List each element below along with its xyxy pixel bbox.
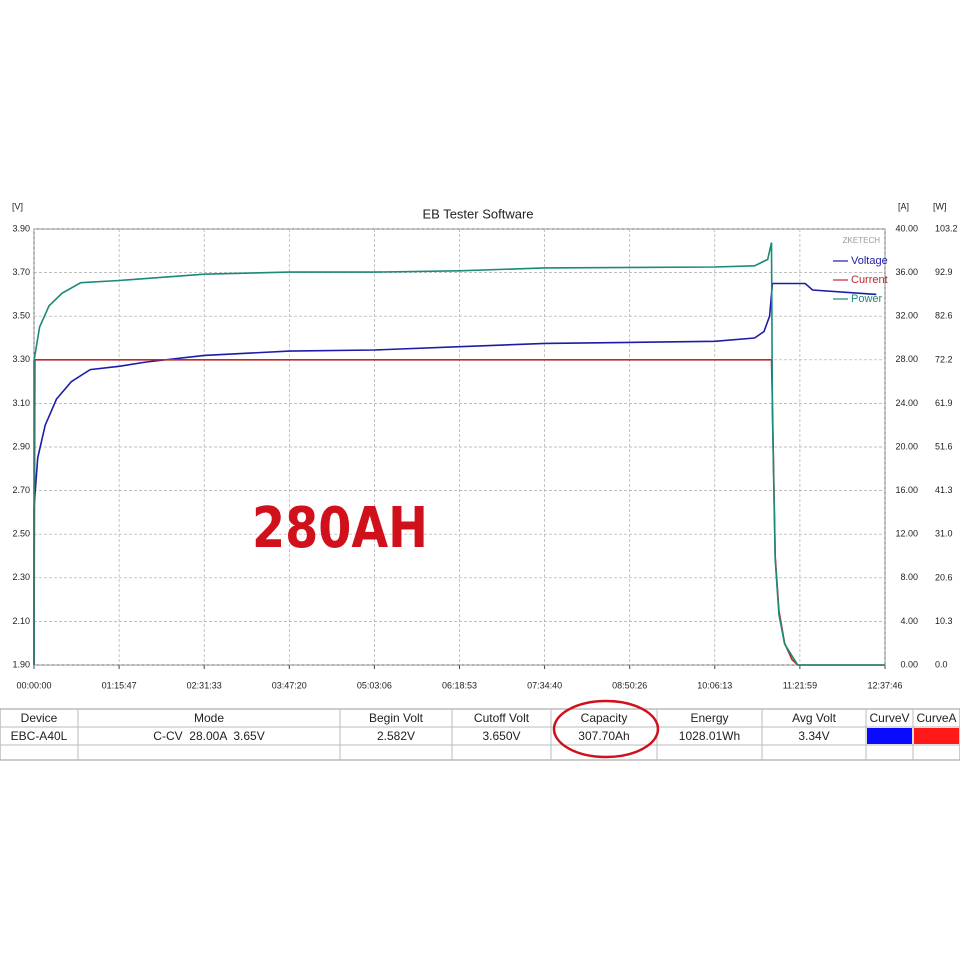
y3-tick-label: 51.6 [935, 441, 953, 451]
x-tick-label: 02:31:33 [187, 680, 222, 690]
x-tick-label: 05:03:06 [357, 680, 392, 690]
y-tick-label: 3.30 [12, 354, 30, 364]
y-tick-label: 1.90 [12, 659, 30, 669]
x-tick-label: 10:06:13 [697, 680, 732, 690]
x-tick-label: 08:50:26 [612, 680, 647, 690]
y-tick-label: 2.50 [12, 529, 30, 539]
series-line [33, 242, 885, 666]
y3-tick-label: 61.9 [935, 398, 953, 408]
table-cell: EBC-A40L [11, 729, 68, 743]
y3-tick-label: 82.6 [935, 310, 953, 320]
table-header: CurveV [869, 711, 909, 725]
y-tick-label: 3.10 [12, 398, 30, 408]
table-header: Capacity [581, 711, 628, 725]
y3-tick-label: 92.9 [935, 267, 953, 277]
table-header: Device [21, 711, 58, 725]
y2-tick-label: 8.00 [900, 572, 918, 582]
y2-tick-label: 36.00 [895, 267, 918, 277]
y-tick-label: 3.90 [12, 223, 30, 233]
y3-tick-label: 41.3 [935, 485, 953, 495]
curve-color-swatch [867, 728, 912, 744]
annotation: 280AH [252, 496, 428, 561]
y-tick-label: 2.70 [12, 485, 30, 495]
table-cell: C-CV 28.00A 3.65V [153, 729, 264, 743]
table-cell: 3.34V [798, 729, 829, 743]
y2-tick-label: 24.00 [895, 398, 918, 408]
table-frame [0, 708, 960, 761]
table-cell: 307.70Ah [578, 729, 629, 743]
y2-tick-label: 16.00 [895, 485, 918, 495]
table-cell: 2.582V [377, 729, 415, 743]
x-tick-label: 11:21:59 [783, 680, 817, 690]
x-tick-label: 01:15:47 [102, 680, 137, 690]
y2-tick-label: 28.00 [895, 354, 918, 364]
highlight-circle [552, 699, 660, 759]
y2-tick-label: 12.00 [895, 529, 918, 539]
x-tick-label: 06:18:53 [442, 680, 477, 690]
legend-label: Power [851, 293, 883, 305]
table-cell: 3.650V [482, 729, 520, 743]
x-tick-label: 00:00:00 [16, 680, 51, 690]
table-cell: 1028.01Wh [679, 729, 740, 743]
y-unit: [V] [12, 201, 23, 211]
y-tick-label: 3.50 [12, 311, 30, 321]
y3-tick-label: 20.6 [935, 572, 953, 582]
y2-unit: [A] [898, 201, 909, 211]
y2-tick-label: 32.00 [895, 311, 918, 321]
y2-tick-label: 20.00 [895, 441, 918, 451]
watermark: ZKETECH [843, 236, 881, 245]
legend-label: Current [851, 274, 888, 286]
y3-tick-label: 103.2 [935, 223, 958, 233]
table-header: Avg Volt [792, 711, 836, 725]
table-header: Energy [690, 711, 728, 725]
table-header: Begin Volt [369, 711, 424, 725]
x-tick-label: 07:34:40 [527, 680, 562, 690]
x-tick-label: 03:47:20 [272, 680, 307, 690]
table-header: CurveA [916, 711, 956, 725]
y-tick-label: 2.10 [12, 616, 30, 626]
y2-tick-label: 40.00 [895, 223, 918, 233]
y3-tick-label: 0.0 [935, 659, 948, 669]
y2-tick-label: 4.00 [900, 616, 918, 626]
table-header: Mode [194, 711, 224, 725]
legend-label: Voltage [851, 255, 888, 267]
y2-tick-label: 0.00 [900, 659, 918, 669]
x-tick-label: 12:37:46 [867, 680, 902, 690]
table-header: Cutoff Volt [474, 711, 530, 725]
y-tick-label: 2.90 [12, 441, 30, 451]
y3-tick-label: 10.3 [935, 616, 953, 626]
curve-color-swatch [914, 728, 959, 744]
y3-tick-label: 72.2 [935, 354, 953, 364]
chart-title: EB Tester Software [422, 206, 533, 221]
y-tick-label: 3.70 [12, 267, 30, 277]
y3-tick-label: 31.0 [935, 528, 953, 538]
y3-unit: [W] [933, 201, 947, 211]
y-tick-label: 2.30 [12, 572, 30, 582]
